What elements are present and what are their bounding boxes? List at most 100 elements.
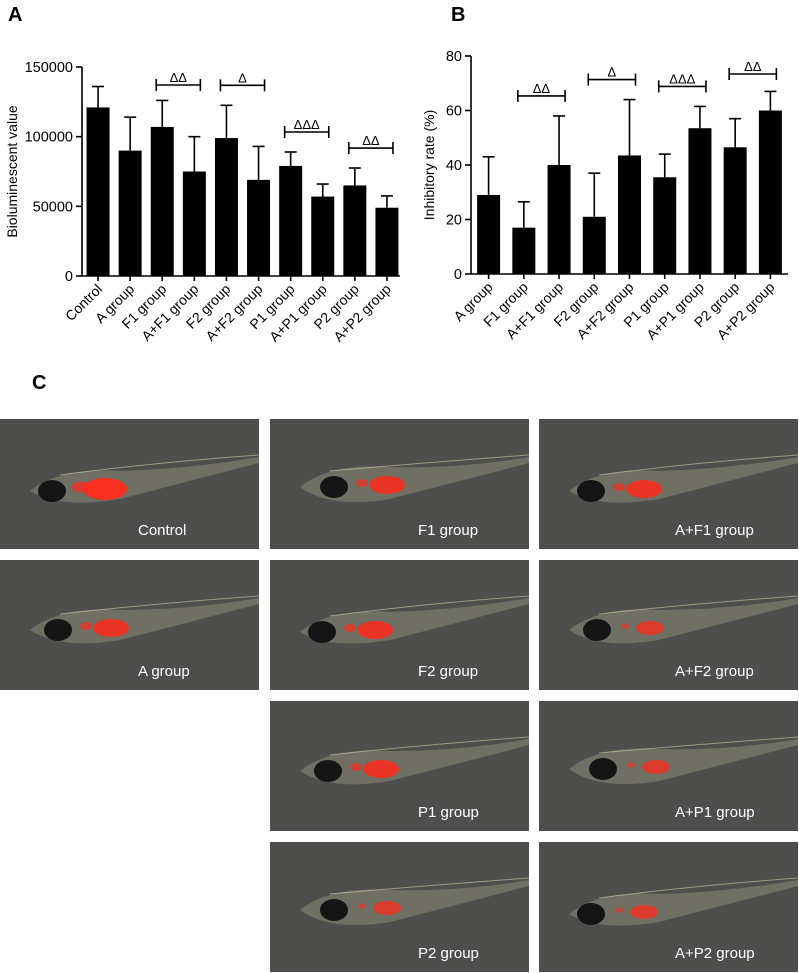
image-caption: Control [138,522,187,539]
fluorescence-signal [356,479,368,487]
bar [247,179,271,276]
bar [375,207,399,276]
zebrafish-illustration [300,454,529,503]
zebrafish-illustration [569,595,798,644]
zebrafish-illustration [30,595,259,644]
bar [477,194,501,274]
bar [214,138,238,276]
fish-body [300,739,529,785]
fluorescence-signal [93,619,129,637]
zebrafish-illustration [300,736,529,785]
y-tick-label: 150000 [25,60,73,76]
fish-eye [577,480,605,502]
fluorescence-signal [358,903,366,909]
fluorescence-signal [72,481,88,493]
bar [618,155,641,274]
fluorescence-signal [357,621,393,639]
fluorescence-signal [613,483,625,491]
y-tick-label: 0 [65,269,73,285]
bar [182,171,206,276]
fish-image: F2 group [270,560,529,690]
fluorescence-signal [350,763,362,771]
fish-eye [320,476,348,498]
y-tick-label: 60 [446,104,462,120]
bar [512,227,536,274]
panel-label-a: A [8,4,23,26]
image-caption: F2 group [418,663,479,680]
fluorescence-signal [627,762,635,768]
fish-body [569,880,798,926]
bar [118,150,142,276]
fish-image: A+F2 group [539,560,798,690]
fish-dorsal-edge [598,877,798,899]
bar [150,126,174,276]
fish-dorsal-edge [598,736,798,754]
bar [547,165,571,274]
panel-label-c: C [32,372,47,394]
fish-image: P2 group [270,842,529,972]
significance-label: Δ [238,70,247,85]
fish-body [569,457,798,503]
zebrafish-illustration [30,454,259,503]
fish-dorsal-edge [59,454,259,476]
fish-image: A group [0,560,259,690]
fish-image: P1 group [270,701,529,831]
fish-eye [38,480,66,502]
zebrafish-illustration [300,877,529,926]
y-axis-label: Bioluminescent value [4,105,20,238]
fish-dorsal-edge [329,454,529,472]
fish-image: A+P1 group [539,701,798,831]
zebrafish-illustration [569,454,798,503]
fish-dorsal-edge [329,736,529,756]
y-tick-label: 0 [454,267,462,283]
fluorescence-signal [630,905,658,919]
fish-eye [577,903,605,925]
image-caption: A+F1 group [675,522,754,539]
fluorescence-signal [626,480,662,498]
significance-label: ΔΔΔ [294,117,320,132]
image-caption: P2 group [418,945,479,962]
fish-dorsal-edge [59,595,259,615]
bar [758,110,782,274]
bar [311,196,335,276]
fluorescence-signal [363,760,399,778]
fish-dorsal-edge [598,454,798,476]
fluorescence-signal [344,624,356,632]
fish-body [569,598,798,644]
fluorescence-signal [80,622,92,630]
significance-label: ΔΔ [170,70,188,85]
fish-eye [44,619,72,641]
fluorescence-signal [83,478,127,500]
significance-label: ΔΔ [533,81,551,96]
bar [279,165,303,276]
bar [86,107,110,276]
fish-body [30,598,259,644]
y-tick-label: 20 [446,213,462,229]
y-axis-label: Inhibitory rate (%) [421,110,437,220]
image-caption: P1 group [418,804,479,821]
significance-label: Δ [608,65,617,80]
fish-eye [314,760,342,782]
image-caption: A group [138,663,190,680]
fish-eye [583,619,611,641]
bar [688,128,712,274]
bar [653,177,677,274]
fish-dorsal-edge [598,595,798,615]
fluorescence-signal [369,476,405,494]
fish-image: A+P2 group [539,842,798,972]
fish-image: A+F1 group [539,419,798,549]
y-tick-label: 100000 [25,130,73,146]
fluorescence-signal [373,901,401,915]
image-caption: A+F2 group [675,663,754,680]
bar [343,185,367,276]
y-tick-label: 40 [446,158,462,174]
fish-dorsal-edge [329,595,529,617]
fish-image: Control [0,419,259,549]
fish-dorsal-edge [329,877,529,895]
fluorescence-signal [642,760,670,774]
image-caption: A+P2 group [675,945,755,962]
image-caption: A+P1 group [675,804,755,821]
fish-image: F1 group [270,419,529,549]
